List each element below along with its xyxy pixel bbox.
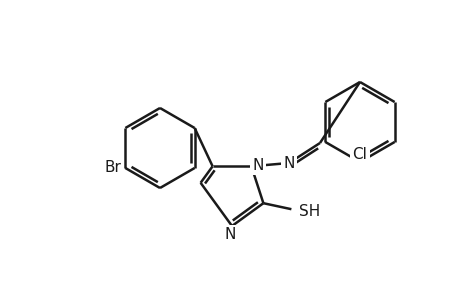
Text: SH: SH <box>299 204 320 219</box>
Text: Br: Br <box>104 160 121 175</box>
Text: N: N <box>283 155 294 170</box>
Text: Cl: Cl <box>352 147 367 162</box>
Text: N: N <box>252 158 263 173</box>
Text: N: N <box>224 227 235 242</box>
